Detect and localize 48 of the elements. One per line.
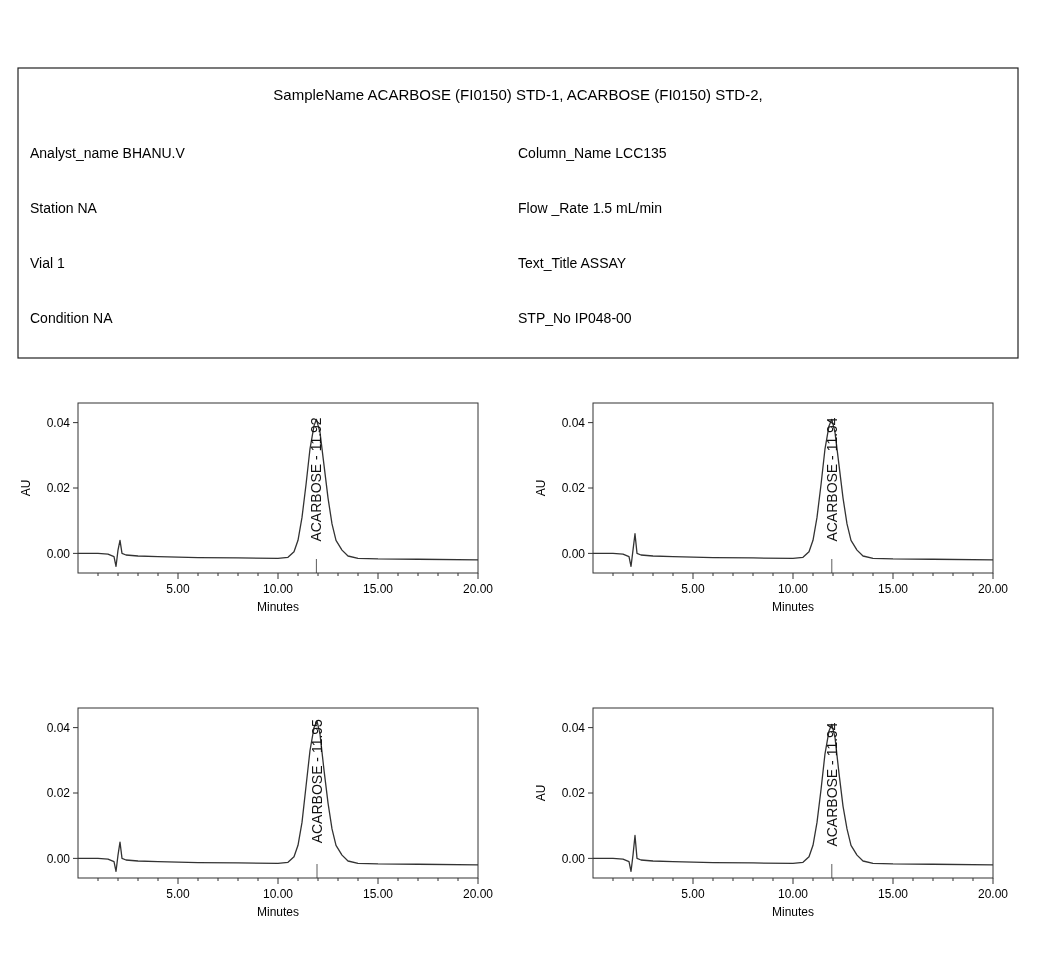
x-tick-label: 15.00	[362, 887, 394, 901]
text: Text_Title ASSAY	[518, 255, 627, 271]
y-tick-label: 0.04	[46, 415, 71, 430]
y-tick-label: 0.02	[561, 481, 586, 496]
y-tick-label: 0.02	[46, 481, 71, 496]
x-tick-label: 20.00	[462, 582, 494, 596]
x-tick-label: 10.00	[777, 582, 809, 596]
y-tick-label: 0.00	[46, 546, 71, 561]
annotation: ACARBOSE - 11.95	[309, 718, 325, 844]
y-tick-label: 0.00	[46, 851, 71, 866]
x-tick-label: 15.00	[877, 887, 909, 901]
x-tick-label: 5.00	[166, 887, 190, 901]
x-tick-label: 20.00	[462, 887, 494, 901]
x-tick-label: 15.00	[877, 582, 909, 596]
x-tick-label: 15.00	[362, 582, 394, 596]
text: SampleName ACARBOSE (FI0150) STD-1, ACARBOSE (FI0150) STD-2,	[273, 86, 763, 103]
x-tick-label: 10.00	[777, 887, 809, 901]
x-tick-label: 20.00	[977, 887, 1009, 901]
annotation: ACARBOSE - 11.94	[823, 417, 840, 542]
x-tick-label: 20.00	[977, 582, 1009, 596]
text: Flow _Rate 1.5 mL/min	[518, 200, 662, 216]
y-axis-title: AU	[19, 479, 33, 497]
y-tick-label: 0.04	[46, 720, 71, 735]
text: Condition NA	[30, 310, 114, 326]
x-tick-label: 5.00	[681, 887, 705, 901]
text: STP_No IP048-00	[518, 310, 632, 326]
x-axis-title: Minutes	[771, 905, 815, 919]
x-tick-label: 5.00	[166, 582, 190, 596]
y-axis-title: AU	[534, 479, 548, 497]
text: Station NA	[30, 200, 98, 216]
y-axis-title: AU	[534, 784, 548, 802]
x-tick-label: 10.00	[262, 582, 294, 596]
y-tick-label: 0.04	[561, 415, 586, 430]
x-tick-label: 10.00	[262, 887, 294, 901]
y-tick-label: 0.04	[561, 720, 586, 735]
y-tick-label: 0.02	[46, 786, 71, 801]
x-axis-title: Minutes	[256, 905, 300, 919]
annotation: ACARBOSE - 11.92	[308, 417, 325, 542]
text: Vial 1	[30, 255, 65, 271]
x-axis-title: Minutes	[256, 600, 300, 614]
y-tick-label: 0.00	[561, 851, 586, 866]
text: Analyst_name BHANU.V	[30, 145, 186, 161]
x-tick-label: 5.00	[681, 582, 705, 596]
text: Column_Name LCC135	[518, 145, 667, 161]
y-tick-label: 0.02	[561, 786, 586, 801]
y-tick-label: 0.00	[561, 546, 586, 561]
x-axis-title: Minutes	[771, 600, 815, 614]
annotation: ACARBOSE - 11.94	[823, 722, 840, 847]
